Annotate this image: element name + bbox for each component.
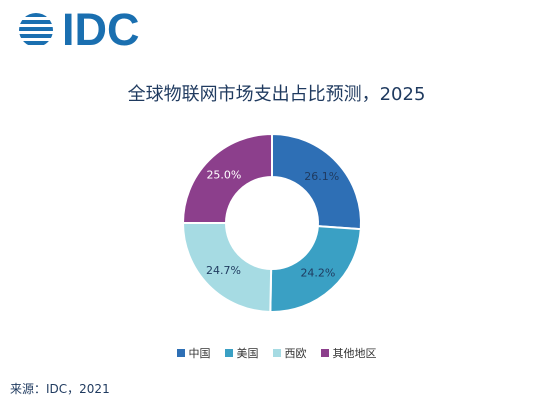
logo-text: IDC [62,4,140,55]
legend-label: 其他地区 [332,347,377,360]
slice-value-label-4: 25.0% [206,168,241,181]
source-note: 来源：IDC，2021 [10,382,110,396]
legend-swatch [224,349,233,357]
legend-swatch [176,349,185,357]
legend-item-2: 美国 [224,345,259,361]
legend-item-1: 中国 [176,345,211,361]
legend: 中国 美国 西欧 其他地区 [0,345,553,361]
idc-logo: IDC [16,4,146,55]
legend-swatch [272,349,281,357]
donut-slice-4 [181,132,273,224]
legend-swatch [320,349,329,357]
slice-value-label-3: 24.7% [206,264,241,277]
legend-label: 西欧 [284,347,307,360]
donut-slice-1 [271,132,362,231]
legend-label: 中国 [188,347,211,360]
legend-item-3: 西欧 [272,345,307,361]
slice-value-label-1: 26.1% [304,170,339,183]
chart-title: 全球物联网市场支出占比预测，2025 [127,84,426,105]
donut-slice-2 [269,225,362,313]
legend-item-4: 其他地区 [320,345,377,361]
idc-globe-icon [19,13,53,45]
donut-slice-3 [181,222,273,314]
legend-label: 美国 [236,347,259,360]
slice-value-label-2: 24.2% [300,267,335,280]
